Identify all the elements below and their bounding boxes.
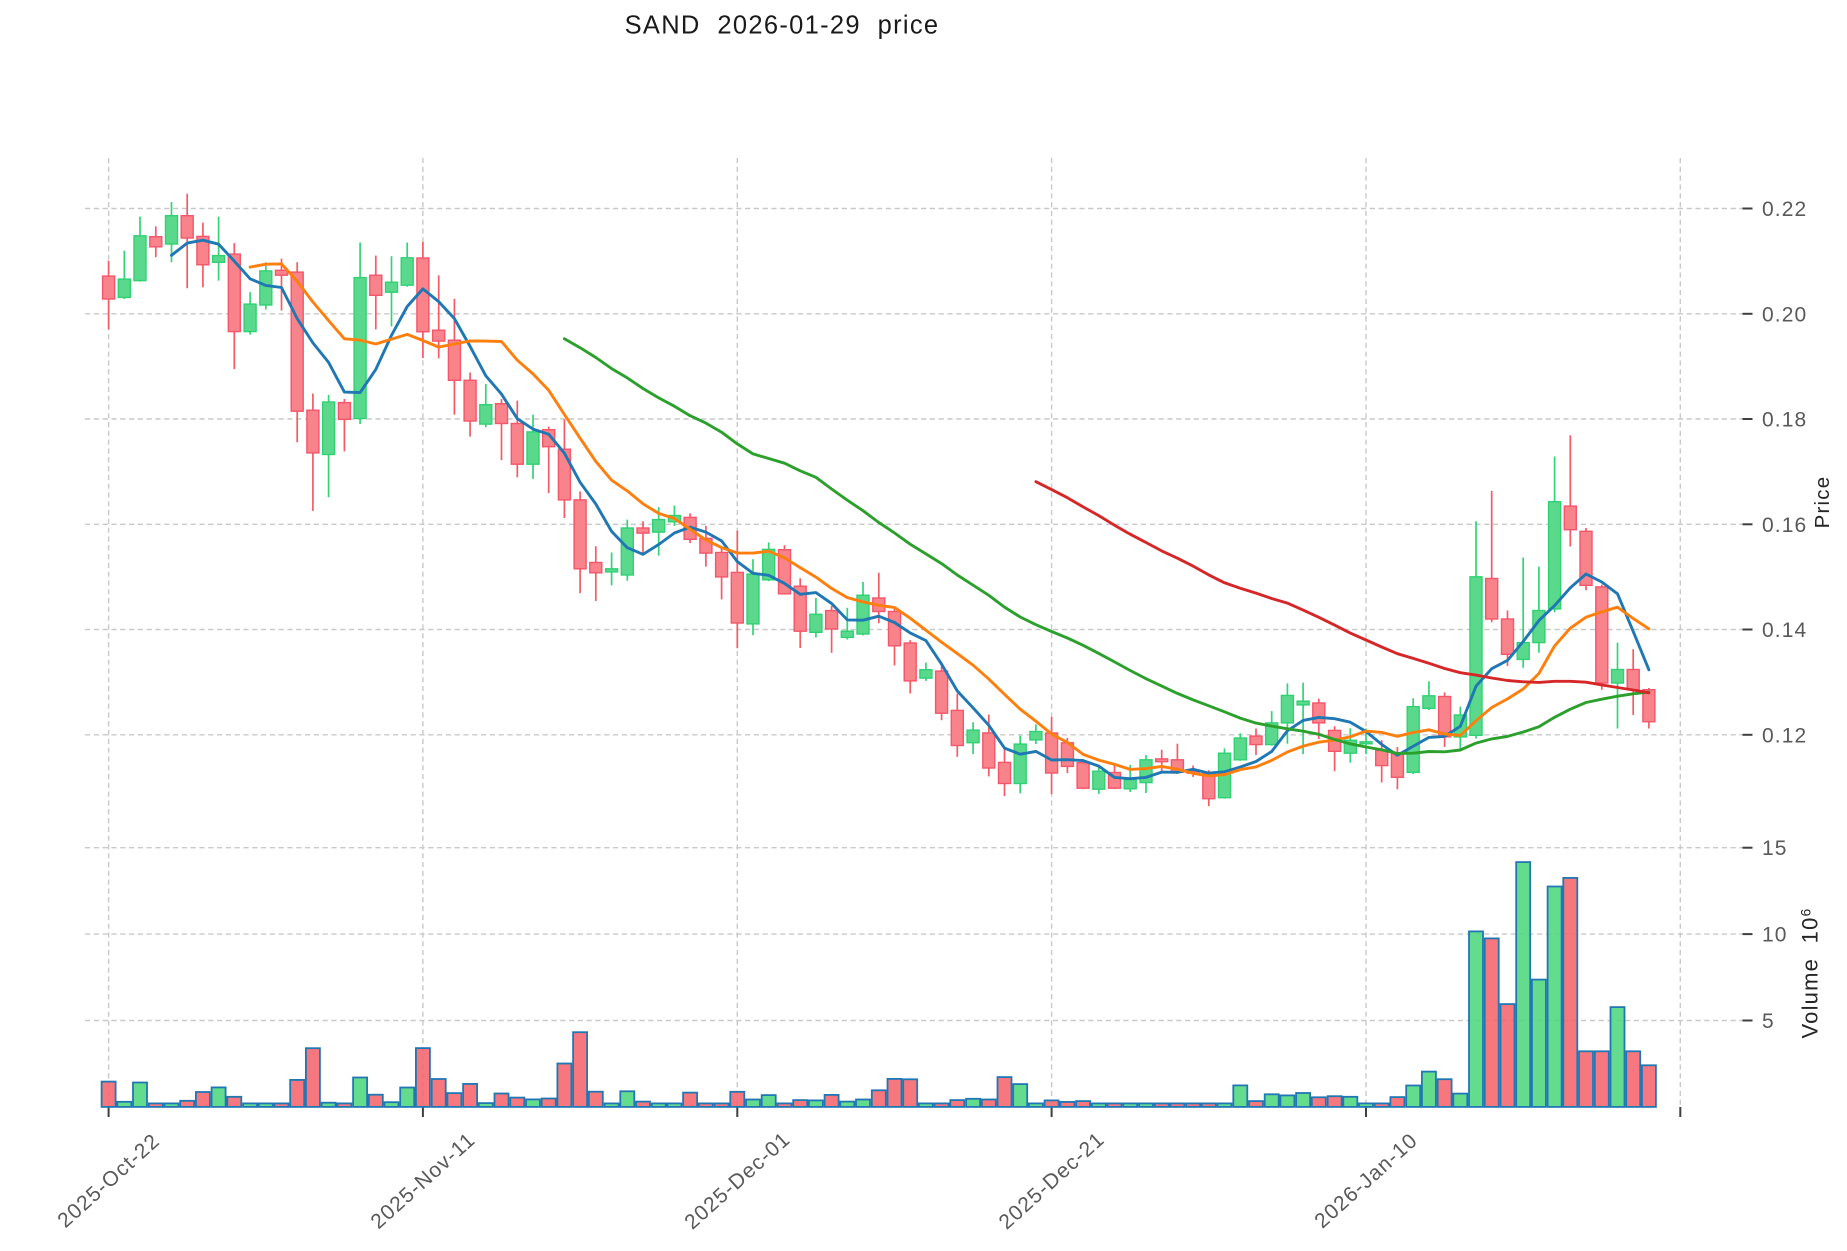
svg-text:0.20: 0.20 — [1762, 303, 1807, 326]
svg-text:0.22: 0.22 — [1762, 198, 1807, 221]
svg-text:0.16: 0.16 — [1762, 514, 1807, 537]
svg-text:Price: Price — [1811, 476, 1834, 529]
svg-text:5: 5 — [1762, 1010, 1775, 1033]
svg-text:10: 10 — [1762, 924, 1788, 947]
svg-text:Volume 106: Volume 106 — [1798, 907, 1823, 1038]
svg-text:15: 15 — [1762, 837, 1788, 860]
svg-text:SAND 2026-01-29 price: SAND 2026-01-29 price — [625, 12, 940, 40]
svg-text:0.12: 0.12 — [1762, 724, 1807, 747]
svg-text:0.18: 0.18 — [1762, 409, 1807, 432]
svg-text:0.14: 0.14 — [1762, 619, 1807, 642]
